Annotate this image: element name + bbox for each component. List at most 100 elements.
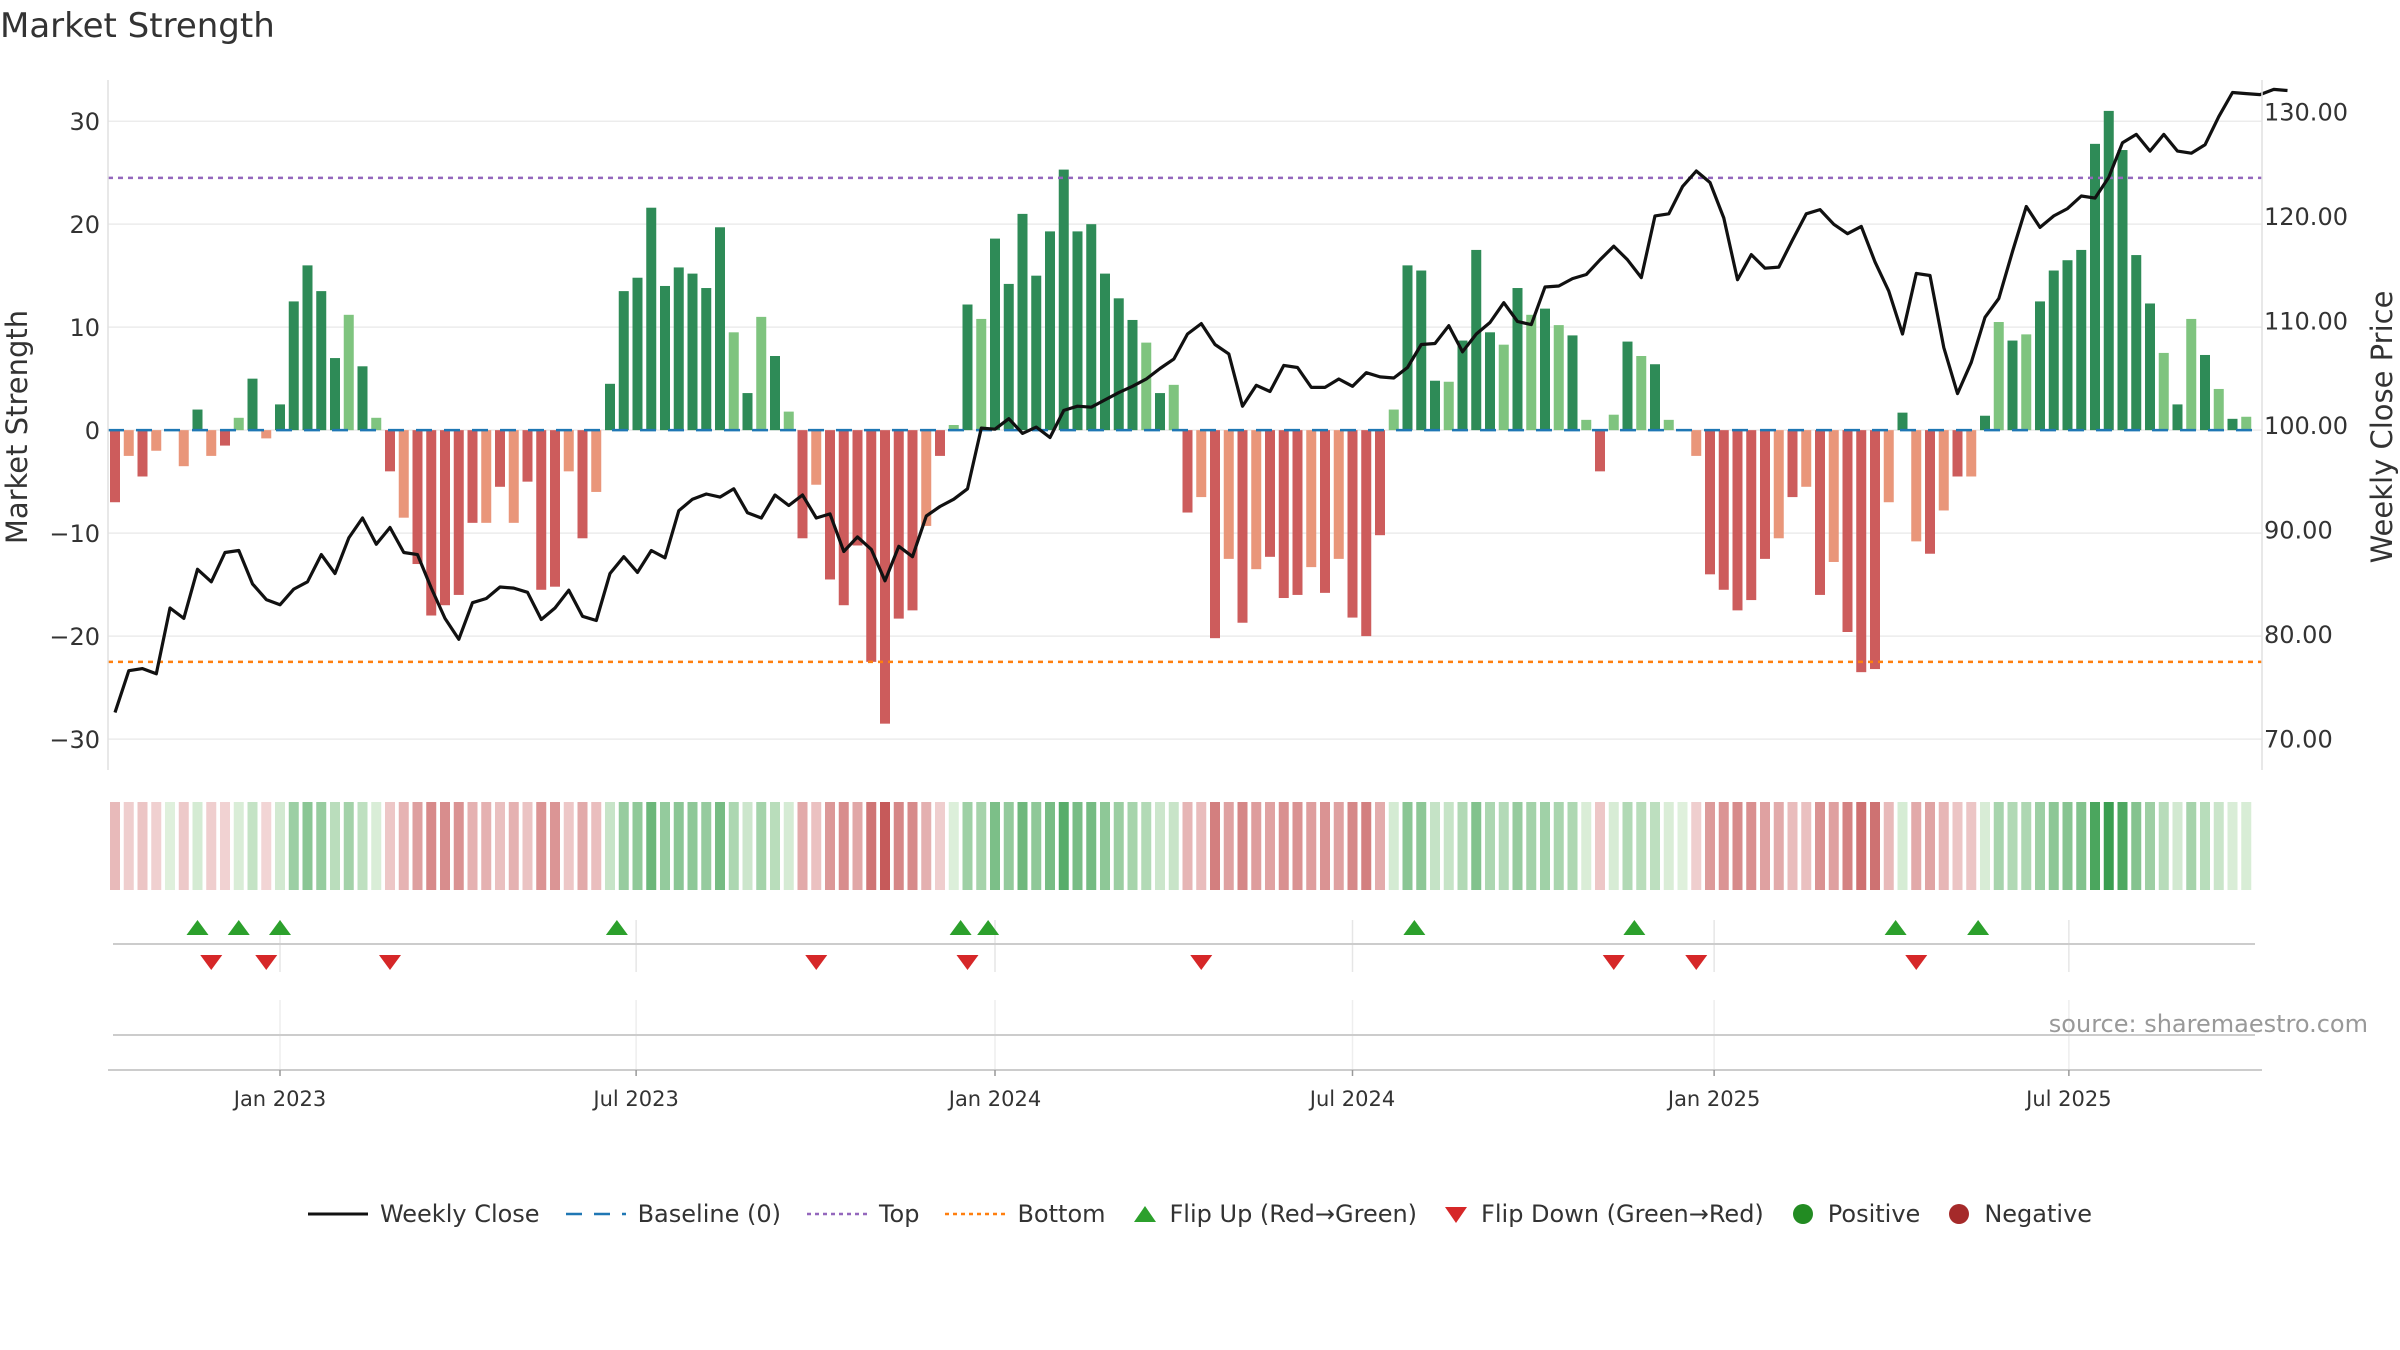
legend-label: Weekly Close [379, 1200, 540, 1228]
heat-strip-cell [921, 802, 932, 890]
strength-bar [1086, 224, 1097, 431]
strength-bar [990, 238, 1000, 431]
heat-strip-cell [508, 802, 519, 890]
strength-bar [1457, 340, 1468, 431]
strength-bar [866, 430, 877, 662]
strength-bar [1650, 364, 1660, 431]
strength-bar [1760, 430, 1770, 559]
legend-label: Negative [1984, 1200, 2093, 1228]
legend-label: Flip Down (Green→Red) [1481, 1200, 1764, 1228]
strength-bar [1058, 169, 1069, 431]
strength-bar [275, 404, 285, 431]
axes: 30 20 10 0 −10 −20 −30 130.00 120.00 110.00 100.00… [0, 80, 2399, 1111]
grid-lines [108, 120, 2262, 740]
x-tick-label: Jan 2025 [1666, 1087, 1761, 1111]
heat-strip-cell [962, 802, 973, 890]
strength-bar [1347, 430, 1358, 618]
heat-strip-cell [1498, 802, 1509, 890]
heat-strip-cell [1306, 802, 1317, 890]
strength-bar [825, 430, 835, 580]
heat-strip-cell [178, 802, 189, 890]
strength-bar [481, 430, 492, 523]
heat-strip-cell [1897, 802, 1908, 890]
heat-strip-cell [591, 802, 602, 890]
flip-down-marker [1685, 955, 1708, 970]
heat-strip-cell [880, 802, 890, 890]
heat-strip-cell [1526, 802, 1537, 890]
heat-strip-cell [2131, 802, 2142, 890]
strength-bar [426, 430, 437, 616]
strength-bar [1306, 430, 1317, 568]
heat-strip-cell [2227, 802, 2238, 890]
strength-bar [1210, 430, 1220, 639]
strength-bar [1980, 415, 1990, 431]
strength-bar [522, 430, 533, 482]
flip-up-marker [269, 920, 291, 935]
strength-bar [701, 288, 712, 431]
strength-bar [1237, 430, 1248, 623]
heat-strip-cell [302, 802, 313, 890]
strength-bar [495, 430, 505, 487]
strength-bar [1911, 430, 1922, 542]
strength-bar [1278, 430, 1289, 599]
heat-strip-cell [577, 802, 588, 890]
strength-bar [508, 430, 519, 523]
heat-strip-cell [1168, 802, 1179, 890]
strength-bar [1072, 231, 1083, 431]
strength-bar [206, 430, 217, 456]
strength-bar [1223, 430, 1234, 559]
strength-bar [1691, 430, 1702, 456]
strength-bar [1705, 430, 1715, 575]
heat-strip-cell [1938, 802, 1949, 890]
strength-bar [467, 430, 478, 523]
heat-strip-cell [1622, 802, 1633, 890]
legend-item: Flip Up (Red→Green) [1132, 1200, 1418, 1228]
strength-bar [2062, 260, 2073, 431]
strength-bar [1842, 430, 1853, 632]
strength-bar [2227, 418, 2238, 431]
heat-strip-cell [1663, 802, 1674, 890]
heat-strip-cell [1457, 802, 1468, 890]
strength-bar [1375, 430, 1385, 536]
heat-strip-cell [2035, 802, 2045, 890]
heat-strip-cell [1540, 802, 1550, 890]
heat-strip-cell [646, 802, 657, 890]
strength-bar [371, 417, 382, 431]
strength-bar [2213, 388, 2224, 431]
heat-strip-cell [1045, 802, 1055, 890]
heat-strip-cell [1388, 802, 1399, 890]
strength-bar [742, 393, 753, 431]
flip-up-marker [605, 920, 628, 935]
strength-bar [1265, 430, 1275, 557]
y-right-tick-label: 80.00 [2264, 621, 2333, 649]
heat-strip-cell [1086, 802, 1097, 890]
flip-down-marker [379, 955, 401, 970]
heat-strip-cell [1471, 802, 1482, 890]
legend-symbol [565, 1212, 626, 1216]
strength-bar [1045, 231, 1055, 431]
heat-strip-cell [2186, 802, 2197, 890]
strength-bar [1141, 342, 1152, 431]
strength-bar [385, 430, 395, 472]
heat-strip-cell [1801, 802, 1812, 890]
strength-bar [1168, 384, 1179, 431]
heat-strip-cell [1828, 802, 1839, 890]
flip-up-marker [1403, 920, 1426, 935]
heat-strip-cell [1141, 802, 1152, 890]
y-left-tick-label: 30 [69, 108, 100, 136]
y-left-tick-label: 10 [69, 314, 100, 342]
y-right-tick-label: 100.00 [2264, 412, 2348, 440]
strength-bar [687, 273, 698, 431]
heat-strip-cell [261, 802, 272, 890]
heat-strip-cell [137, 802, 148, 890]
heat-strip-cell [660, 802, 670, 890]
strength-bar [1581, 419, 1592, 431]
heat-strip-cell [1003, 802, 1014, 890]
strength-bar [893, 430, 904, 619]
legend-label: Flip Up (Red→Green) [1169, 1200, 1418, 1228]
strength-bar [2076, 249, 2087, 431]
heat-strip-cell [1113, 802, 1124, 890]
heat-strip-cell [1155, 802, 1165, 890]
heat-strip-cell [1278, 802, 1289, 890]
